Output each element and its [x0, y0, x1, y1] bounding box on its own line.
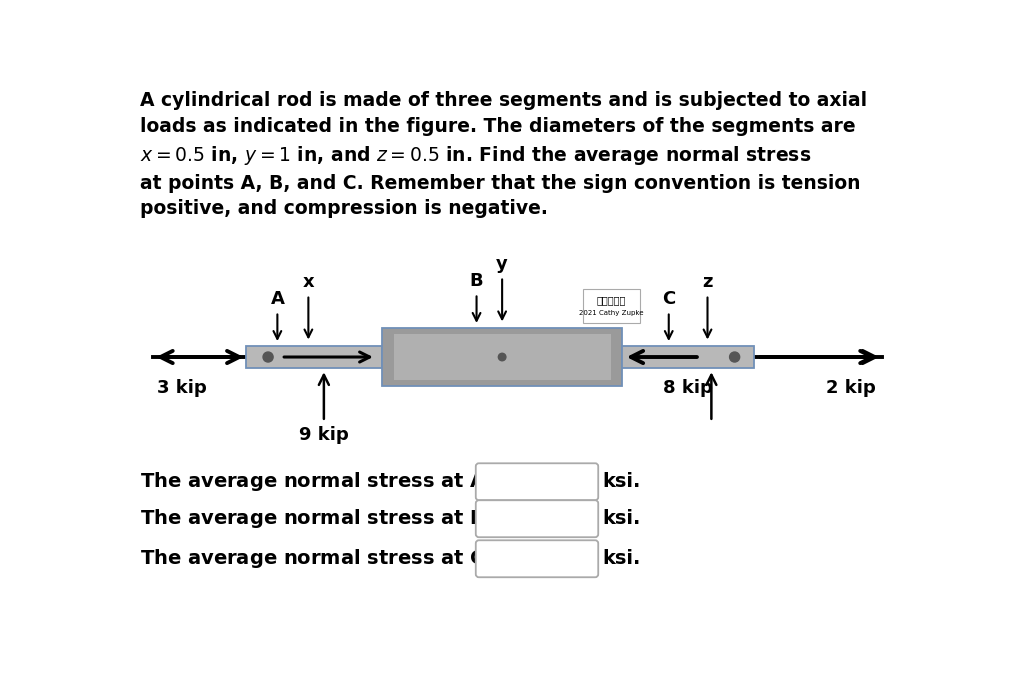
Text: A: A [271, 290, 284, 308]
Text: ksi.: ksi. [603, 509, 641, 528]
Text: ksi.: ksi. [603, 473, 641, 492]
Text: A cylindrical rod is made of three segments and is subjected to axial
loads as i: A cylindrical rod is made of three segme… [140, 92, 868, 218]
Text: 2021 Cathy Zupke: 2021 Cathy Zupke [579, 310, 643, 316]
Circle shape [498, 353, 506, 361]
Bar [622, 346, 754, 367]
Text: The average normal stress at A is $\sigma_A$ =: The average normal stress at A is $\sigm… [140, 471, 563, 494]
Text: ksi.: ksi. [603, 549, 641, 568]
Text: 9 kip: 9 kip [299, 426, 348, 443]
Bar [382, 328, 622, 386]
Text: ⒸⓈⒷⓈⒺ: ⒸⓈⒷⓈⒺ [597, 295, 626, 305]
Text: 8 kip: 8 kip [664, 378, 713, 397]
Bar [394, 334, 611, 380]
Text: C: C [663, 290, 676, 308]
Text: 3 kip: 3 kip [158, 378, 207, 397]
FancyBboxPatch shape [476, 540, 598, 577]
FancyBboxPatch shape [476, 463, 598, 500]
Circle shape [729, 352, 739, 362]
Text: x: x [303, 273, 314, 291]
Bar [246, 346, 382, 367]
Text: The average normal stress at B is $\sigma_B$ =: The average normal stress at B is $\sigm… [140, 507, 563, 530]
Text: z: z [702, 273, 713, 291]
FancyBboxPatch shape [583, 289, 640, 323]
Text: y: y [496, 255, 508, 273]
Circle shape [263, 352, 273, 362]
Text: 2 kip: 2 kip [826, 378, 876, 397]
Text: B: B [470, 272, 484, 290]
FancyBboxPatch shape [476, 500, 598, 537]
Text: The average normal stress at C is $\sigma_C$ =: The average normal stress at C is $\sigm… [140, 547, 562, 570]
